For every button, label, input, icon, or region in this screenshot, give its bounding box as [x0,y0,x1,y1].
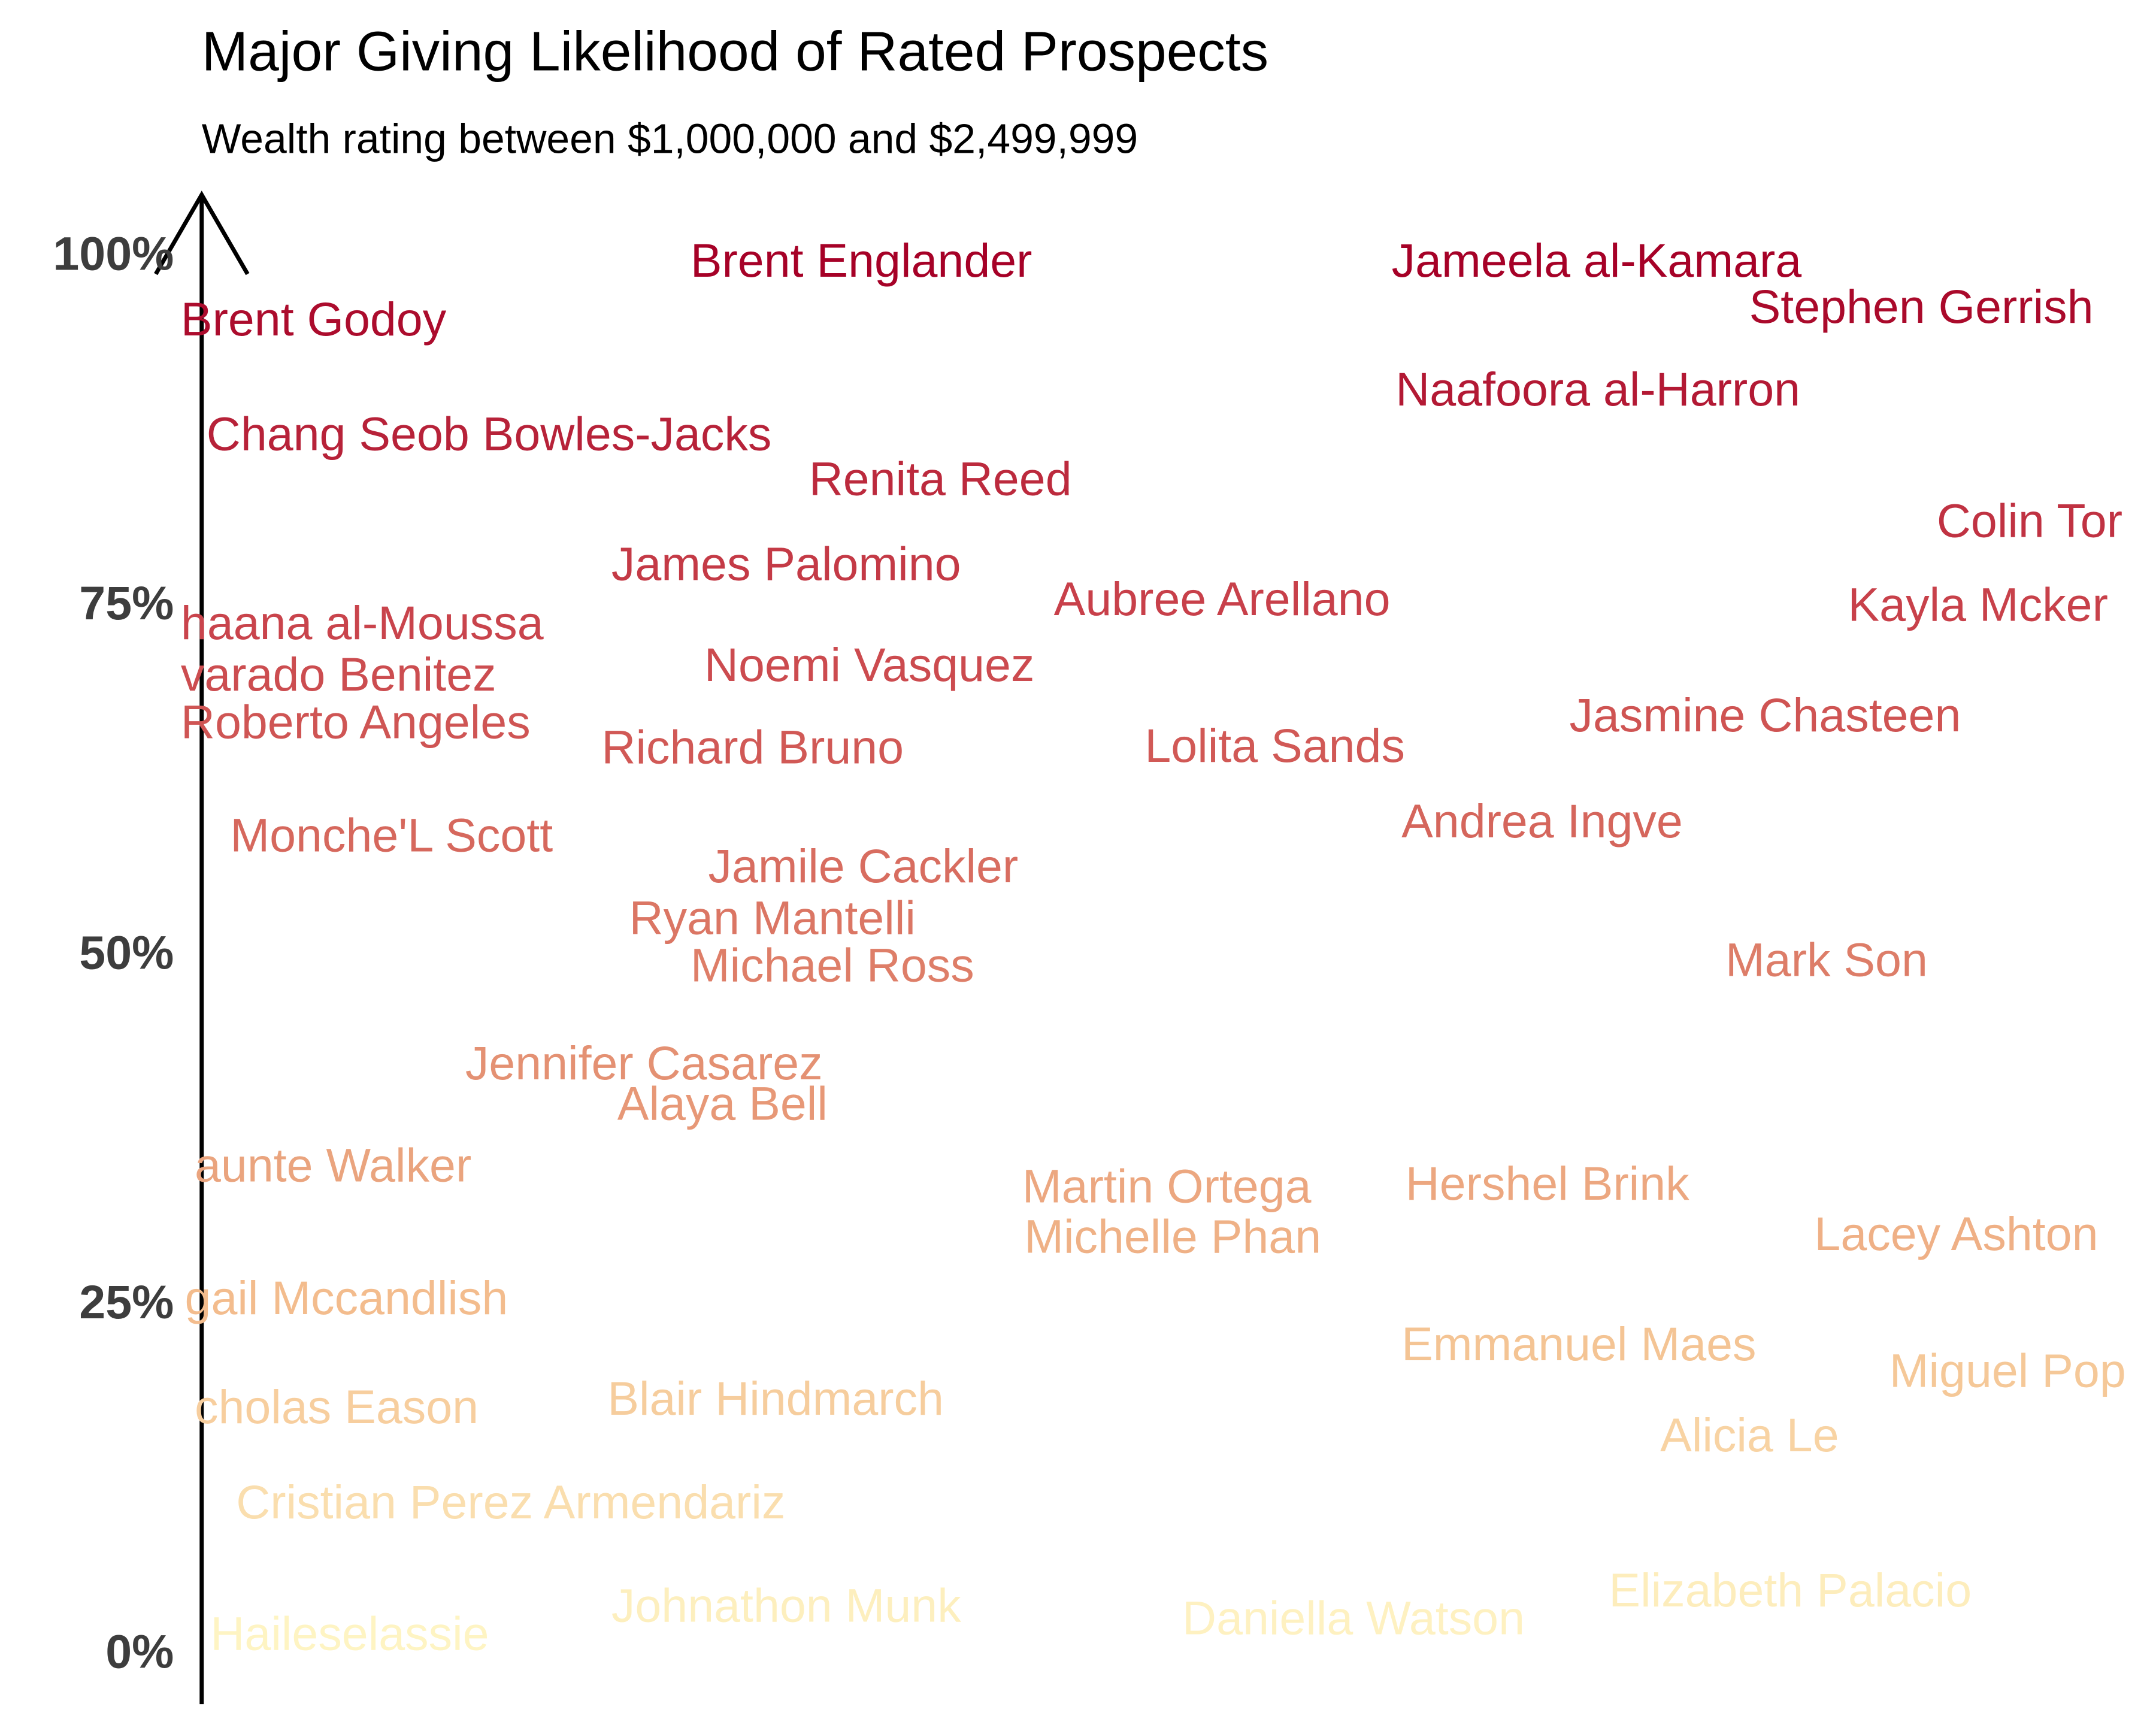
prospect-label: Jameela al-Kamara [1392,234,1802,287]
prospect-label: cholas Eason [195,1381,479,1433]
prospect-label: Roberto Angeles [181,695,531,748]
prospect-label: Brent Godoy [181,293,447,346]
prospect-label: Hershel Brink [1406,1157,1689,1210]
prospect-label: Renita Reed [809,452,1072,505]
prospect-label: Kayla Mcker [1848,578,2108,631]
prospect-label: Richard Bruno [601,721,904,774]
prospect-label: Michael Ross [691,939,974,992]
prospect-label: Mark Son [1725,933,1928,986]
prospect-label: Monche'L Scott [230,809,553,862]
prospect-label: Blair Hindmarch [607,1372,944,1425]
prospect-label: Colin Tor [1937,494,2122,547]
prospect-label: Stephen Gerrish [1749,280,2094,333]
prospect-label: Martin Ortega [1022,1160,1312,1212]
prospect-label: Jasmine Chasteen [1569,689,1961,742]
y-tick-label: 50% [79,927,174,979]
prospect-label: Jennifer Casarez [465,1037,823,1090]
prospect-label: haana al-Moussa [181,597,544,649]
prospect-label: Noemi Vasquez [704,638,1034,691]
y-tick-label: 0% [105,1626,174,1678]
chart-subtitle: Wealth rating between $1,000,000 and $2,… [202,115,1138,162]
prospect-label: Elizabeth Palacio [1609,1564,1972,1617]
prospect-label: James Palomino [611,538,961,591]
prospect-label: Emmanuel Maes [1401,1318,1756,1370]
y-axis [154,190,250,1705]
prospect-label: Aubree Arellano [1054,573,1391,625]
prospect-label: gail Mccandlish [185,1272,508,1324]
prospect-label: Alicia Le [1660,1409,1839,1461]
chart-title: Major Giving Likelihood of Rated Prospec… [202,20,1268,82]
y-tick-label: 75% [79,577,174,630]
prospect-label: Naafoora al-Harron [1395,363,1800,416]
prospect-label: Lacey Ashton [1814,1208,2098,1260]
prospect-label: Andrea Ingve [1401,795,1683,848]
prospect-label: Ryan Mantelli [629,891,916,944]
prospect-label: varado Benitez [181,648,496,701]
prospect-label: Lolita Sands [1144,719,1405,772]
prospect-label: Miguel Pop [1889,1345,2126,1397]
prospect-label: Chang Seob Bowles-Jacks [207,408,772,461]
prospect-label: Michelle Phan [1024,1210,1321,1263]
prospect-label: Alaya Bell [617,1078,828,1130]
prospect-label: Johnathon Munk [611,1579,961,1632]
y-tick-label: 25% [79,1276,174,1328]
y-tick-label: 100% [53,228,174,280]
prospect-label: Brent Englander [691,234,1032,287]
plot-area: Brent Godoy Brent Englander Jameela al-Kam… [181,234,2126,1660]
prospect-label: aunte Walker [195,1139,471,1191]
prospect-label: Jamile Cackler [708,840,1019,892]
y-axis-arrow [154,190,250,276]
prospect-label: Daniella Watson [1182,1592,1525,1645]
prospect-label: Haileselassie [210,1607,489,1660]
prospect-label: Cristian Perez Armendariz [236,1476,785,1529]
